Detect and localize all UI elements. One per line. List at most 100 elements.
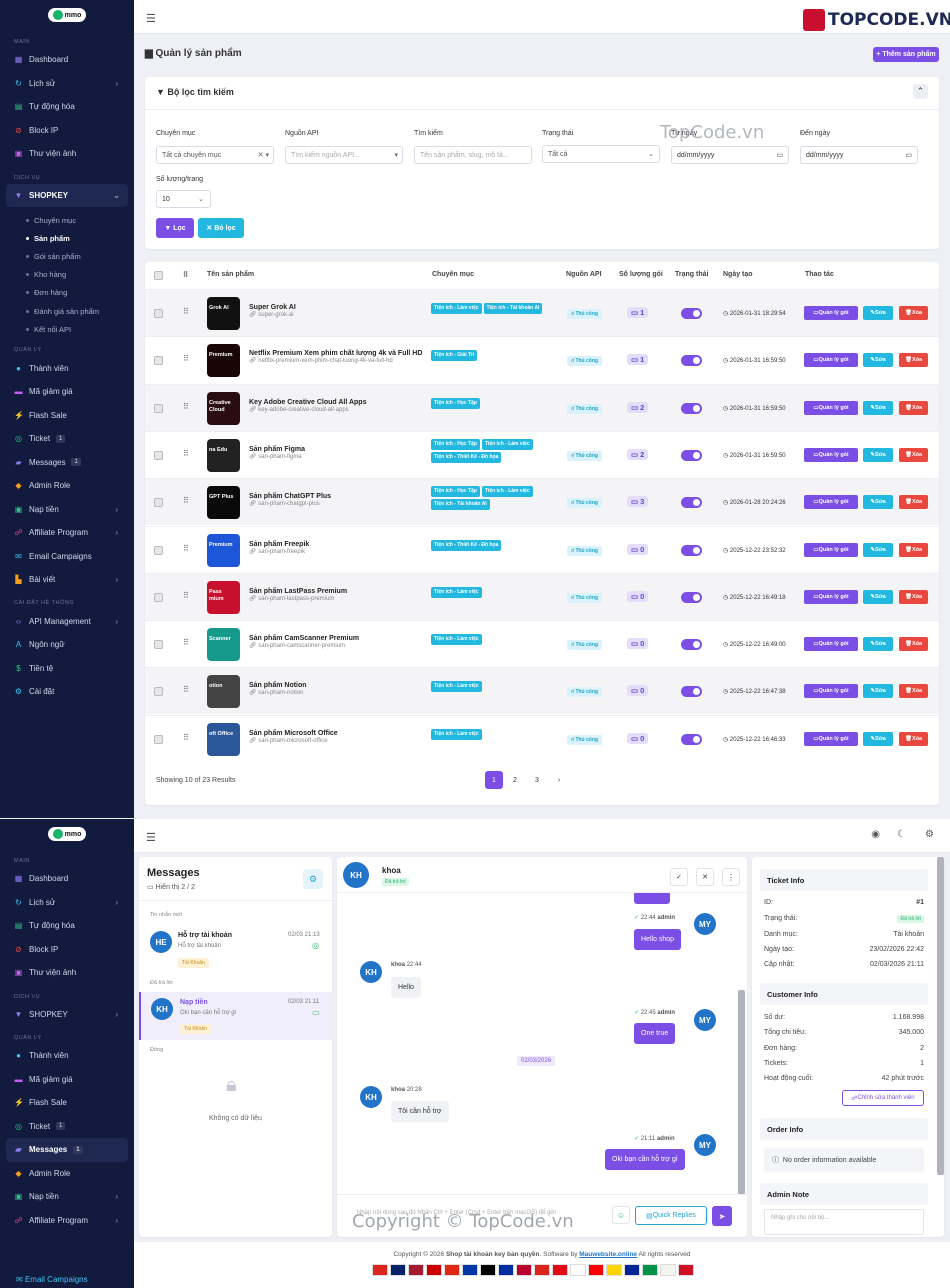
drag-handle-icon[interactable]: ⠿ (183, 638, 189, 648)
product-name[interactable]: Sản phẩm Freepik (249, 540, 310, 548)
row-checkbox[interactable] (154, 640, 163, 650)
drag-handle-icon[interactable]: ⠿ (183, 685, 189, 695)
sidebar-item-api-management[interactable]: ‹› API Management › (15, 616, 118, 626)
drag-handle-icon[interactable]: ⠿ (183, 354, 189, 364)
row-checkbox[interactable] (154, 734, 163, 744)
row-checkbox[interactable] (154, 687, 163, 697)
drag-handle-icon[interactable]: ⠿ (183, 401, 189, 411)
sidebar-item-coupons[interactable]: ▬ Mã giảm giá (14, 1074, 73, 1084)
delete-button[interactable]: 🗑︎ Xóa (899, 495, 928, 510)
sidebar-item-language[interactable]: A Ngôn ngữ (15, 640, 65, 650)
edit-button[interactable]: ✎ Sửa (863, 495, 893, 510)
sidebar-item-gallery[interactable]: ▣ Thư viện ảnh (14, 149, 77, 159)
delete-button[interactable]: 🗑︎ Xóa (899, 589, 928, 604)
flag-icon[interactable] (372, 1264, 388, 1276)
row-checkbox[interactable] (154, 403, 163, 413)
flag-icon[interactable] (408, 1264, 424, 1276)
sidebar-item-block-ip[interactable]: ⊘ Block IP (15, 944, 59, 954)
row-checkbox[interactable] (154, 592, 163, 602)
gear-icon[interactable]: ⚙ (925, 829, 934, 840)
sidebar-item-history[interactable]: ↻ Lịch sử › (15, 897, 118, 907)
conversation-name[interactable]: Nạp tiền (180, 999, 208, 1006)
flag-icon[interactable] (390, 1264, 406, 1276)
product-name[interactable]: Sản phẩm Notion (249, 682, 307, 690)
status-toggle[interactable] (681, 497, 702, 509)
conversation-name[interactable]: Hỗ trợ tài khoản (178, 932, 232, 939)
status-toggle[interactable] (681, 686, 702, 698)
from-date-input[interactable]: dd/mm/yyyy ▭ (671, 146, 789, 164)
edit-button[interactable]: ✎ Sửa (863, 684, 893, 699)
delete-button[interactable]: 🗑︎ Xóa (899, 447, 928, 462)
close-icon[interactable]: ✕ (696, 868, 714, 886)
product-name[interactable]: Netflix Premium Xem phim chất lượng 4k v… (249, 350, 423, 358)
row-checkbox[interactable] (154, 450, 163, 460)
sidebar-subitem-packages[interactable]: Gói sản phẩm (0, 247, 134, 265)
page-next[interactable]: › (557, 776, 561, 784)
product-info[interactable]: Netflix Premium Xem phim chất lượng 4k v… (249, 350, 422, 364)
product-info[interactable]: Sản phẩm Notion 🔗︎ san-pham-notion (249, 682, 307, 696)
sidebar-item-shopkey[interactable]: ▼ SHOPKEY ⌄ (6, 183, 128, 207)
sidebar-subitem-api-connect[interactable]: Kết nối API (0, 320, 134, 338)
sidebar-item-history[interactable]: ↻ Lịch sử › (15, 78, 118, 88)
sidebar-subitem-orders[interactable]: Đơn hàng (0, 284, 134, 302)
gear-icon[interactable]: ⚙ (303, 869, 323, 889)
page-3[interactable]: 3 (535, 776, 539, 784)
drag-handle-icon[interactable]: ⠿ (183, 307, 189, 316)
delete-button[interactable]: 🗑︎ Xóa (899, 542, 928, 557)
manage-packages-button[interactable]: ▭ Quản lý gói (804, 495, 858, 510)
filter-button[interactable]: ▼ Lọc (156, 218, 194, 238)
product-info[interactable]: Sản phẩm Microsoft Office 🔗︎ san-pham-mic… (249, 730, 338, 744)
product-info[interactable]: Sản phẩm Freepik 🔗︎ san-pham-freepik (249, 541, 309, 555)
clear-filter-button[interactable]: ✕ Bỏ lọc (198, 218, 244, 238)
sidebar-item-automation[interactable]: ▤ Tự động hóa (14, 102, 75, 112)
drag-handle-icon[interactable]: ⠿ (183, 496, 189, 506)
edit-button[interactable]: ✎ Sửa (863, 637, 893, 652)
delete-button[interactable]: 🗑︎ Xóa (899, 684, 928, 699)
logo[interactable]: mmo (0, 0, 134, 30)
manage-packages-button[interactable]: ▭ Quản lý gói (804, 684, 858, 699)
flag-icon[interactable] (462, 1264, 478, 1276)
header-category[interactable]: Chuyên mục (432, 271, 475, 278)
sidebar-item-ticket[interactable]: ◎ Ticket 1 (0, 427, 134, 451)
sidebar-subitem-reviews[interactable]: Đánh giá sản phẩm (0, 302, 134, 320)
sidebar-item-admin-role[interactable]: ◆ Admin Role (15, 1168, 71, 1178)
status-toggle[interactable] (681, 402, 702, 414)
status-toggle[interactable] (681, 544, 702, 556)
send-icon[interactable]: ➤ (712, 1206, 732, 1226)
sidebar-item-affiliate[interactable]: ☍ Affiliate Program › (14, 1215, 118, 1225)
product-info[interactable]: Sản phẩm CamScanner Premium 🔗︎ san-pham-c… (249, 635, 359, 649)
manage-packages-button[interactable]: ▭ Quản lý gói (804, 447, 858, 462)
flag-icon[interactable] (570, 1264, 586, 1276)
row-checkbox[interactable] (154, 309, 163, 318)
drag-handle-icon[interactable]: ⠿ (183, 732, 189, 742)
header-status[interactable]: Trạng thái (675, 271, 709, 278)
logo[interactable]: mmo (0, 819, 134, 849)
flag-icon[interactable] (606, 1264, 622, 1276)
menu-toggle-icon[interactable]: ☰ (146, 13, 156, 25)
search-input[interactable]: Tên sản phẩm, slug, mô tả... (414, 146, 532, 164)
edit-button[interactable]: ✎ Sửa (863, 306, 893, 320)
menu-toggle-icon[interactable]: ☰ (146, 832, 156, 844)
product-info[interactable]: Super Grok AI 🔗︎ super-grok-ai (249, 304, 296, 318)
quick-replies-button[interactable]: ▤ Quick Replies (635, 1206, 707, 1225)
product-info[interactable]: Sản phẩm Figma 🔗︎ san-pham-figma (249, 446, 305, 460)
sidebar-item-deposit[interactable]: ▣ Nạp tiền › (14, 1192, 118, 1202)
delete-button[interactable]: 🗑︎ Xóa (899, 306, 928, 320)
product-info[interactable]: Sản phẩm ChatGPT Plus 🔗︎ san-pham-chatgpt… (249, 493, 331, 507)
edit-button[interactable]: ✎ Sửa (863, 542, 893, 557)
sidebar-item-messages[interactable]: ▰ Messages 1 (6, 1138, 128, 1162)
sidebar-item-dashboard[interactable]: ▦ Dashboard (14, 55, 69, 65)
delete-button[interactable]: 🗑︎ Xóa (899, 353, 928, 368)
sidebar-item-members[interactable]: ● Thành viên (0, 356, 134, 380)
sidebar-item-automation[interactable]: ▤ Tự động hóa (14, 921, 75, 931)
drag-handle-icon[interactable]: ⠿ (183, 543, 189, 553)
manage-packages-button[interactable]: ▭ Quản lý gói (804, 306, 858, 320)
sidebar-item-email[interactable]: ✉ Email Campaigns (15, 551, 92, 561)
message-input[interactable]: Nhập nội dung sau đó Nhấn Ctrl + Enter (… (357, 1210, 556, 1216)
sidebar-item-posts[interactable]: ▙ Bài viết › (15, 575, 118, 585)
header-api[interactable]: Nguồn API (566, 271, 602, 278)
flag-icon[interactable] (426, 1264, 442, 1276)
page-2[interactable]: 2 (513, 776, 517, 784)
flag-icon[interactable] (642, 1264, 658, 1276)
product-name[interactable]: Sản phẩm ChatGPT Plus (249, 493, 332, 501)
